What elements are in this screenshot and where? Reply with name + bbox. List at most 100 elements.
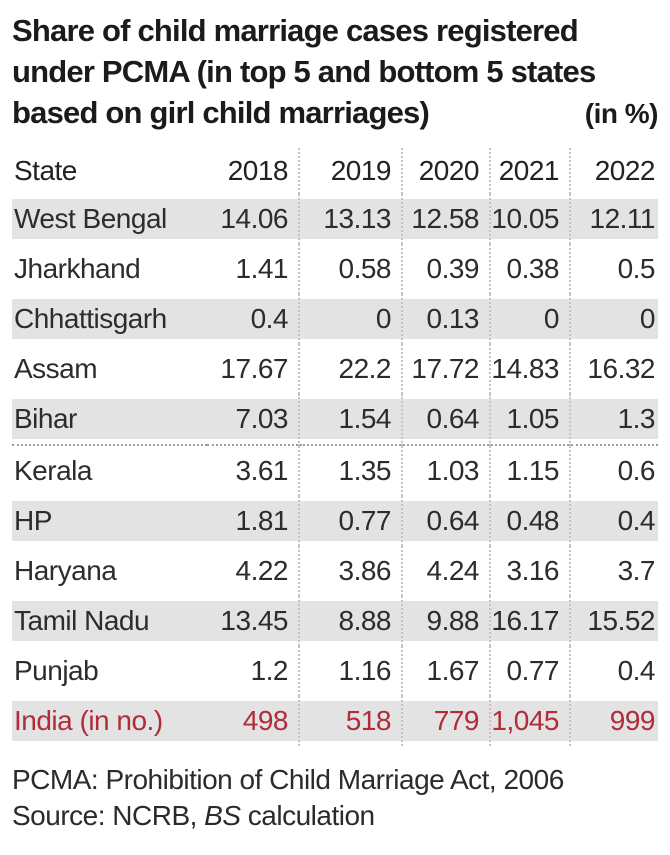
table-row-haryana: Haryana 4.22 3.86 4.24 3.16 3.7 [12, 546, 658, 596]
value-cell: 779 [401, 696, 490, 746]
value-cell: 0.58 [298, 244, 402, 294]
state-cell: HP [12, 496, 207, 546]
value-cell: 16.17 [489, 596, 570, 646]
year-header-2020: 2020 [401, 148, 490, 194]
year-header-2022: 2022 [569, 148, 658, 194]
state-cell: Tamil Nadu [12, 596, 207, 646]
source-line: Source: NCRB, BS calculation [12, 798, 658, 834]
state-column-header: State [14, 155, 77, 186]
table-header: State 2018 2019 2020 2021 2022 [12, 148, 658, 194]
value-cell: 999 [569, 696, 658, 746]
value-cell: 0.5 [569, 244, 658, 294]
value-cell: 0 [298, 294, 402, 344]
value-cell: 1.15 [489, 444, 570, 496]
source-publication: BS [204, 800, 241, 831]
table-row-india-total: India (in no.) 498 518 779 1,045 999 [12, 696, 658, 746]
value-cell: 0.77 [298, 496, 402, 546]
value-cell: 4.22 [235, 555, 289, 586]
unit-label: (in %) [584, 98, 659, 129]
value-cell: 1.35 [298, 444, 402, 496]
value-cell: 14.83 [489, 344, 570, 394]
value-cell: 498 [207, 696, 299, 746]
state-cell: Haryana [14, 555, 117, 586]
table-row-hp: HP 1.81 0.77 0.64 0.48 0.4 [12, 496, 658, 546]
table-row-kerala: Kerala 3.61 1.35 1.03 1.15 0.6 [12, 444, 658, 496]
value-cell: 1.16 [298, 646, 402, 696]
value-cell: 16.32 [569, 344, 658, 394]
value-cell: 3.7 [569, 546, 658, 596]
value-cell: 15.52 [569, 596, 658, 646]
value-cell: 1.81 [207, 496, 299, 546]
value-cell: 10.05 [489, 194, 570, 244]
table-row-bihar: Bihar 7.03 1.54 0.64 1.05 1.3 [12, 394, 658, 445]
value-cell: 12.58 [401, 194, 490, 244]
value-cell: 3.16 [489, 546, 570, 596]
value-cell: 22.2 [298, 344, 402, 394]
title-line-1: Share of child marriage cases registered [12, 13, 579, 48]
value-cell: 0.64 [401, 496, 490, 546]
table-row-chhattisgarh: Chhattisgarh 0.4 0 0.13 0 0 [12, 294, 658, 344]
title-line-3: based on girl child marriages) (in %) [12, 92, 659, 134]
value-cell: 0.6 [569, 444, 658, 496]
value-cell: 13.45 [207, 596, 299, 646]
value-cell: 0.4 [569, 496, 658, 546]
footnote-pcma: PCMA: Prohibition of Child Marriage Act,… [12, 764, 564, 795]
value-cell: 1,045 [489, 696, 570, 746]
value-cell: 0 [569, 294, 658, 344]
year-header-2021: 2021 [489, 148, 570, 194]
year-header-2018: 2018 [227, 155, 289, 186]
state-cell: Kerala [12, 444, 207, 496]
value-cell: 13.13 [298, 194, 402, 244]
value-cell: 17.72 [401, 344, 490, 394]
header-row: State 2018 2019 2020 2021 2022 [12, 148, 658, 194]
infographic: Share of child marriage cases registered… [12, 10, 659, 834]
value-cell: 0.77 [489, 646, 570, 696]
value-cell: 1.05 [489, 394, 570, 445]
state-cell: Bihar [12, 394, 207, 445]
table-row-assam: Assam 17.67 22.2 17.72 14.83 16.32 [12, 344, 658, 394]
value-cell: 4.24 [401, 546, 490, 596]
value-cell: 12.11 [569, 194, 658, 244]
state-cell: India (in no.) [12, 696, 207, 746]
state-cell: Assam [14, 353, 98, 384]
source-prefix: Source: NCRB, [12, 800, 205, 831]
value-cell: 0 [489, 294, 570, 344]
table-row-west-bengal: West Bengal 14.06 13.13 12.58 10.05 12.1… [12, 194, 658, 244]
state-cell: Jharkhand [14, 253, 141, 284]
value-cell: 1.41 [235, 253, 289, 284]
value-cell: 1.3 [569, 394, 658, 445]
value-cell: 1.2 [250, 655, 289, 686]
value-cell: 1.54 [298, 394, 402, 445]
value-cell: 0.4 [569, 646, 658, 696]
table-body: West Bengal 14.06 13.13 12.58 10.05 12.1… [12, 194, 658, 746]
state-cell: Punjab [14, 655, 99, 686]
value-cell: 0.4 [207, 294, 299, 344]
table-row-tamil-nadu: Tamil Nadu 13.45 8.88 9.88 16.17 15.52 [12, 596, 658, 646]
value-cell: 9.88 [401, 596, 490, 646]
data-table: State 2018 2019 2020 2021 2022 West Beng… [12, 148, 658, 746]
title-block: Share of child marriage cases registered… [12, 10, 659, 134]
value-cell: 8.88 [298, 596, 402, 646]
value-cell: 1.03 [401, 444, 490, 496]
value-cell: 0.39 [401, 244, 490, 294]
title-line-3-text: based on girl child marriages) [12, 95, 430, 130]
value-cell: 1.67 [401, 646, 490, 696]
value-cell: 0.13 [401, 294, 490, 344]
state-cell: Chhattisgarh [12, 294, 207, 344]
value-cell: 3.61 [207, 444, 299, 496]
value-cell: 0.38 [489, 244, 570, 294]
value-cell: 518 [298, 696, 402, 746]
source-suffix: calculation [240, 800, 375, 831]
footer: PCMA: Prohibition of Child Marriage Act,… [12, 762, 658, 834]
value-cell: 0.64 [401, 394, 490, 445]
state-cell: West Bengal [12, 194, 207, 244]
value-cell: 17.67 [220, 353, 288, 384]
value-cell: 7.03 [207, 394, 299, 445]
year-header-2019: 2019 [298, 148, 402, 194]
table-row-jharkhand: Jharkhand 1.41 0.58 0.39 0.38 0.5 [12, 244, 658, 294]
value-cell: 14.06 [207, 194, 299, 244]
value-cell: 0.48 [489, 496, 570, 546]
title-line-2: under PCMA (in top 5 and bottom 5 states [12, 54, 596, 89]
value-cell: 3.86 [298, 546, 402, 596]
table-row-punjab: Punjab 1.2 1.16 1.67 0.77 0.4 [12, 646, 658, 696]
